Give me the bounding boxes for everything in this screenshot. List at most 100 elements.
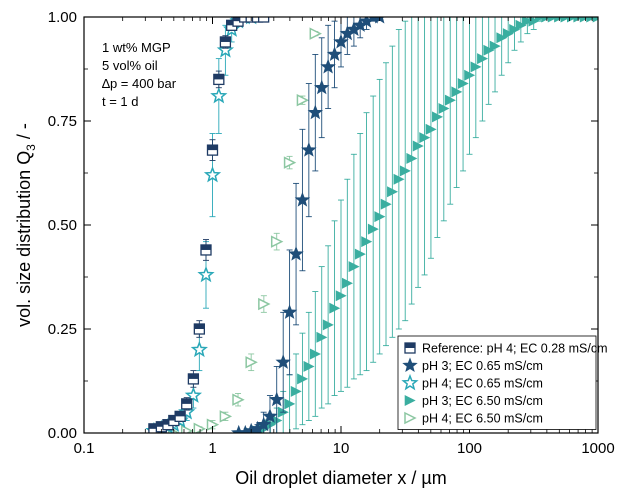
data-point [257, 12, 270, 23]
data-point [477, 53, 489, 65]
annotation-line: 1 wt% MGP [102, 40, 171, 55]
data-point [367, 223, 379, 235]
y-axis-label: vol. size distribution Q3 / - [14, 123, 38, 327]
marker-square-fill [181, 398, 192, 404]
data-point [406, 152, 418, 164]
data-point [288, 246, 304, 261]
x-axis-label: Oil droplet diameter x / µm [235, 468, 446, 488]
data-point [197, 265, 215, 283]
marker-square-fill [175, 411, 186, 417]
annotation-line: 5 vol% oil [102, 58, 158, 73]
data-point [270, 235, 284, 248]
data-point [303, 360, 315, 372]
data-point [502, 28, 514, 40]
data-point [255, 416, 272, 432]
legend-marker [404, 342, 416, 354]
legend: Reference: pH 4; EC 0.28 mS/cm pH 3; EC 0… [397, 335, 608, 430]
legend-box [397, 335, 597, 430]
data-point [464, 69, 476, 81]
marker-square-fill [405, 343, 415, 348]
marker-square-fill [207, 145, 218, 151]
y-axis-label-suffix: / - [14, 123, 34, 144]
x-tick-label: 100 [457, 440, 482, 457]
x-tick-label: 1000 [581, 440, 614, 457]
data-point [354, 248, 366, 260]
data-point [412, 140, 424, 152]
marker-square-fill [156, 421, 167, 427]
data-point [314, 79, 330, 95]
legend-label: pH 3; EC 6.50 mS/cm [422, 394, 543, 408]
data-point [309, 27, 322, 40]
y-tick-label: 0.00 [48, 425, 77, 442]
axes-layer: 0.1 1 10 100 1000 0.00 0.25 0.50 0.75 1.00 [48, 9, 615, 457]
marker-square-fill [226, 20, 237, 26]
data-point [322, 319, 334, 331]
data-point [393, 173, 405, 185]
data-point [425, 123, 437, 135]
marker-square-fill [240, 12, 250, 17]
data-point [496, 32, 508, 44]
data-point [297, 373, 309, 385]
marker-square-fill [253, 12, 263, 17]
annotation-block: 1 wt% MGP 5 vol% oil ∆p = 400 bar t = 1 … [102, 40, 177, 109]
marker-square-fill [233, 17, 244, 22]
marker-square-fill [194, 324, 205, 329]
data-point [213, 73, 225, 86]
data-point [294, 191, 311, 207]
data-point [470, 61, 482, 73]
data-point [515, 19, 527, 31]
data-point [387, 186, 399, 198]
series-2 [145, 17, 257, 433]
data-point [296, 93, 310, 107]
legend-label: Reference: pH 4; EC 0.28 mS/cm [422, 342, 608, 356]
legend-marker [404, 411, 417, 425]
y-tick-label: 1.00 [48, 9, 77, 26]
data-point [262, 408, 278, 423]
data-point [592, 17, 598, 23]
data-point [457, 78, 469, 90]
data-point [268, 391, 285, 407]
annotation-line: t = 1 d [102, 94, 139, 109]
marker-square-fill [213, 74, 224, 80]
data-point [335, 290, 347, 302]
y-tick-label: 0.75 [48, 113, 77, 130]
legend-label: pH 4; EC 6.50 mS/cm [422, 412, 543, 426]
marker-square-fill [259, 12, 269, 17]
legend-marker [401, 373, 419, 391]
series-4 [168, 27, 322, 433]
data-point [258, 297, 271, 311]
data-point [374, 211, 386, 223]
data-point [320, 58, 336, 74]
series-0 [148, 12, 270, 433]
data-point [326, 46, 343, 61]
data-point [210, 86, 228, 104]
data-point [193, 323, 205, 335]
data-point [283, 156, 297, 169]
data-point [219, 36, 232, 48]
data-point [348, 261, 360, 273]
data-point [200, 244, 212, 256]
marker-square-outline [251, 17, 264, 23]
marker-square-fill [148, 423, 159, 429]
data-point [184, 386, 203, 403]
x-tick-label: 1 [208, 440, 216, 457]
data-point [438, 103, 450, 115]
marker-square-outline [257, 17, 270, 23]
data-point [301, 142, 317, 157]
data-point [432, 111, 444, 123]
marker-square-fill [246, 12, 256, 17]
marker-square-fill [188, 373, 199, 379]
data-point [419, 132, 431, 144]
marker-square-fill [200, 244, 211, 250]
data-point [203, 165, 222, 183]
marker-square-outline [239, 17, 251, 23]
y-tick-label: 0.25 [48, 321, 77, 338]
data-point [380, 198, 392, 210]
data-point [251, 12, 264, 23]
x-tick-label: 0.1 [74, 440, 95, 457]
data-point [206, 144, 219, 156]
data-point [307, 104, 324, 120]
data-point [329, 302, 341, 314]
data-point [483, 44, 495, 56]
